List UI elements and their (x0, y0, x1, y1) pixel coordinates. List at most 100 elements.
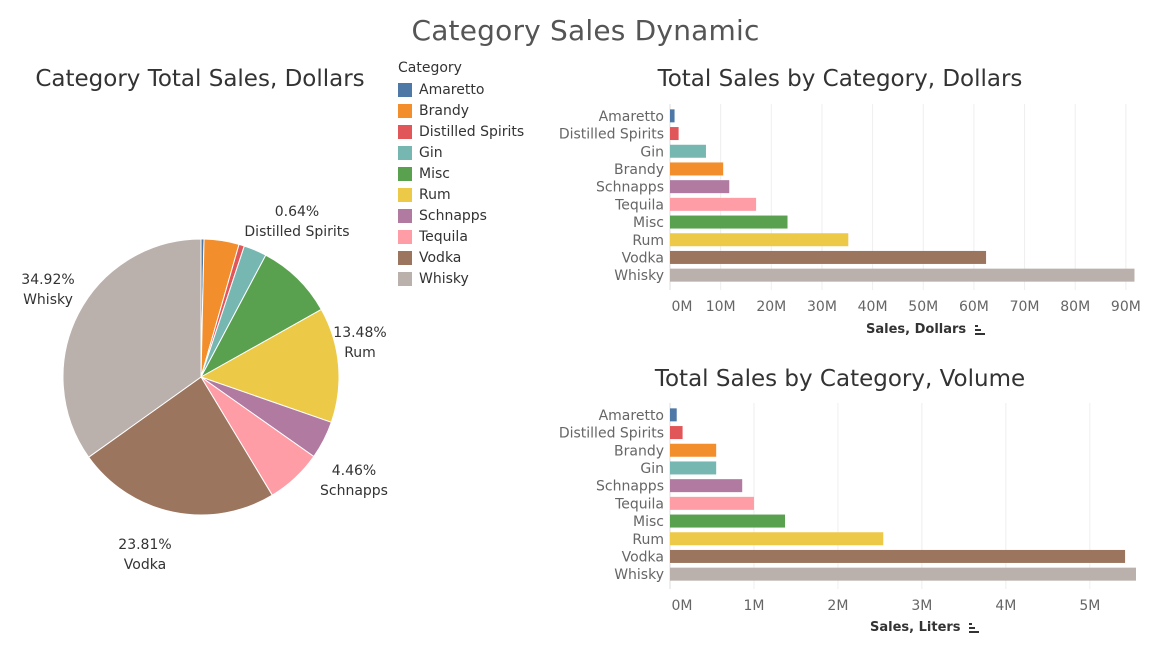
x-tick-label: 10M (706, 299, 736, 315)
bar-vodka[interactable] (670, 250, 987, 264)
bar-vodka[interactable] (670, 549, 1126, 563)
category-tick-label: Tequila (614, 197, 664, 213)
legend-swatch (398, 229, 412, 244)
dashboard-title: Category Sales Dynamic (411, 14, 760, 47)
legend-label: Brandy (419, 102, 469, 119)
bar-tequila[interactable] (670, 197, 757, 211)
bar-amaretto[interactable] (670, 408, 677, 422)
bar-rum[interactable] (670, 233, 849, 247)
x-tick-label: 2M (827, 598, 848, 614)
bar-amaretto[interactable] (670, 109, 675, 123)
legend-item-amaretto[interactable]: Amaretto (398, 79, 568, 100)
bar-gin[interactable] (670, 461, 717, 475)
pie-slice-misc[interactable] (199, 254, 323, 379)
legend-item-schnapps[interactable]: Schnapps (398, 205, 568, 226)
pie-slice-rum[interactable] (199, 308, 340, 423)
dollars-axis-title[interactable]: Sales, Dollars (866, 322, 986, 337)
dollars-bar-chart-title: Total Sales by Category, Dollars (657, 66, 1023, 92)
x-tick-label: 0M (672, 299, 693, 315)
legend-swatch (398, 250, 412, 265)
category-tick-label: Vodka (622, 549, 664, 565)
category-tick-label: Gin (640, 144, 664, 160)
pie-label-percent: 4.46% (332, 463, 376, 479)
bar-schnapps[interactable] (670, 479, 743, 493)
legend-label: Gin (419, 144, 443, 161)
category-tick-label: Brandy (614, 443, 664, 459)
bar-brandy[interactable] (670, 162, 724, 176)
category-tick-label: Misc (633, 215, 664, 231)
legend-item-distilled-spirits[interactable]: Distilled Spirits (398, 121, 568, 142)
legend-item-brandy[interactable]: Brandy (398, 100, 568, 121)
pie-chart-title: Category Total Sales, Dollars (35, 66, 365, 92)
pie-label-category: Distilled Spirits (244, 224, 349, 240)
bar-brandy[interactable] (670, 443, 717, 457)
x-tick-label: 60M (959, 299, 989, 315)
bar-gin[interactable] (670, 144, 706, 158)
legend-swatch (398, 103, 412, 118)
pie-label-category: Schnapps (320, 483, 388, 499)
x-tick-label: 20M (756, 299, 786, 315)
bar-distilled-spirits[interactable] (670, 426, 683, 440)
category-tick-label: Gin (640, 461, 664, 477)
legend-swatch (398, 145, 412, 160)
legend-item-rum[interactable]: Rum (398, 184, 568, 205)
pie-slice-vodka[interactable] (87, 376, 273, 516)
legend-item-gin[interactable]: Gin (398, 142, 568, 163)
category-tick-label: Vodka (622, 250, 664, 266)
x-tick-label: 4M (995, 598, 1016, 614)
category-tick-label: Schnapps (596, 180, 664, 196)
x-tick-label: 70M (1010, 299, 1040, 315)
category-tick-label: Whisky (614, 268, 664, 284)
category-tick-label: Amaretto (599, 109, 664, 125)
legend-swatch (398, 166, 412, 181)
legend-item-misc[interactable]: Misc (398, 163, 568, 184)
legend-title: Category (398, 60, 462, 76)
legend-item-whisky[interactable]: Whisky (398, 268, 568, 289)
volume-axis-title-text: Sales, Liters (870, 620, 961, 635)
category-tick-label: Amaretto (599, 408, 664, 424)
sort-icon[interactable] (969, 622, 980, 633)
legend-label: Amaretto (419, 81, 485, 98)
legend-label: Vodka (419, 249, 462, 266)
bar-rum[interactable] (670, 532, 884, 546)
x-tick-label: 5M (1079, 598, 1100, 614)
legend-label: Tequila (419, 228, 468, 245)
legend-item-tequila[interactable]: Tequila (398, 226, 568, 247)
bar-misc[interactable] (670, 514, 786, 528)
dollars-axis-title-text: Sales, Dollars (866, 322, 967, 337)
pie-slice-whisky[interactable] (62, 238, 202, 458)
legend-item-vodka[interactable]: Vodka (398, 247, 568, 268)
bar-misc[interactable] (670, 215, 788, 229)
sort-icon[interactable] (974, 324, 986, 335)
category-tick-label: Whisky (614, 567, 664, 583)
pie-label-category: Vodka (124, 557, 166, 573)
legend-label: Schnapps (419, 207, 487, 224)
pie-label-percent: 0.64% (275, 204, 319, 220)
bar-tequila[interactable] (670, 496, 754, 510)
legend-swatch (398, 187, 412, 202)
bar-distilled-spirits[interactable] (670, 127, 679, 141)
pie-label-category: Whisky (23, 292, 73, 308)
bar-whisky[interactable] (670, 567, 1136, 581)
legend-label: Distilled Spirits (419, 123, 525, 140)
x-tick-label: 1M (743, 598, 764, 614)
category-tick-label: Schnapps (596, 479, 664, 495)
category-tick-label: Tequila (614, 496, 664, 512)
pie-label-category: Rum (344, 345, 376, 361)
volume-axis-title[interactable]: Sales, Liters (870, 620, 980, 635)
x-tick-label: 3M (911, 598, 932, 614)
category-tick-label: Rum (632, 233, 664, 249)
x-tick-label: 40M (858, 299, 888, 315)
category-tick-label: Distilled Spirits (559, 127, 664, 143)
bar-whisky[interactable] (670, 268, 1135, 282)
bar-schnapps[interactable] (670, 180, 730, 194)
category-tick-label: Misc (633, 514, 664, 530)
pie-chart[interactable]: 0.64% Distilled Spirits 13.48% Rum 4.46% Schn… (0, 180, 420, 590)
category-tick-label: Distilled Spirits (559, 426, 664, 442)
legend-label: Whisky (419, 270, 469, 287)
legend-swatch (398, 208, 412, 223)
legend-swatch (398, 271, 412, 286)
